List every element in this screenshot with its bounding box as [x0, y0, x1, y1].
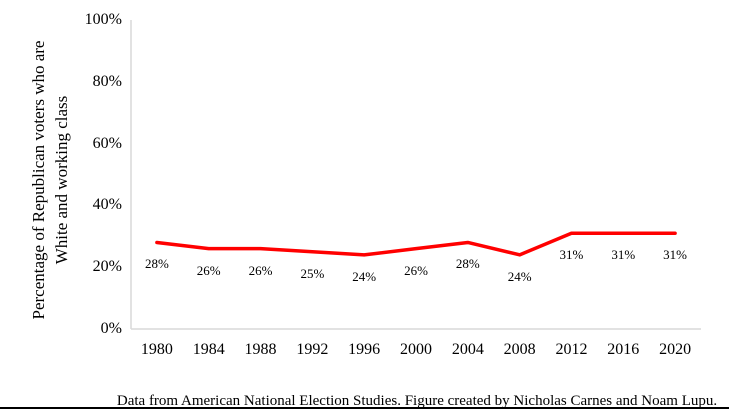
data-point-label: 24% [352, 268, 377, 284]
x-axis-tick-label: 2012 [555, 341, 588, 358]
data-point-label: 28% [455, 256, 480, 272]
data-line [155, 231, 677, 257]
x-axis-tick-label: 1980 [140, 341, 173, 358]
x-axis-tick-label: 1992 [296, 341, 329, 358]
data-point-label: 31% [611, 247, 636, 263]
data-point-label: 31% [559, 247, 584, 263]
y-axis-tick-label: 60% [92, 134, 122, 152]
data-point-label: 31% [663, 247, 687, 263]
data-point-label: 24% [507, 268, 532, 284]
y-axis-tick-label: 80% [92, 72, 122, 90]
data-point-label: 25% [300, 265, 325, 281]
x-axis-tick-label: 1988 [244, 341, 277, 358]
x-axis-tick-label: 2020 [659, 341, 692, 358]
data-point-label: 26% [248, 262, 273, 278]
y-axis-tick-label: 0% [100, 320, 122, 337]
x-axis-tick-label: 1984 [192, 341, 225, 358]
x-axis-tick-label: 2004 [451, 341, 484, 358]
y-axis-tick-label: 20% [92, 258, 122, 276]
data-point-label: 26% [196, 262, 221, 278]
x-axis-tick-label: 1996 [348, 341, 381, 358]
y-axis-tick-label: 100% [84, 11, 122, 28]
x-axis-tick-label: 2000 [400, 341, 432, 358]
data-point-label: 26% [404, 262, 428, 278]
y-axis-tick-label: 40% [92, 196, 122, 214]
data-point-label: 28% [144, 256, 169, 272]
x-axis-tick-label: 2008 [503, 341, 536, 358]
caption: Data from American National Election Stu… [116, 393, 718, 409]
bottom-rule [0, 407, 729, 409]
x-axis-tick-label: 2016 [607, 341, 640, 358]
